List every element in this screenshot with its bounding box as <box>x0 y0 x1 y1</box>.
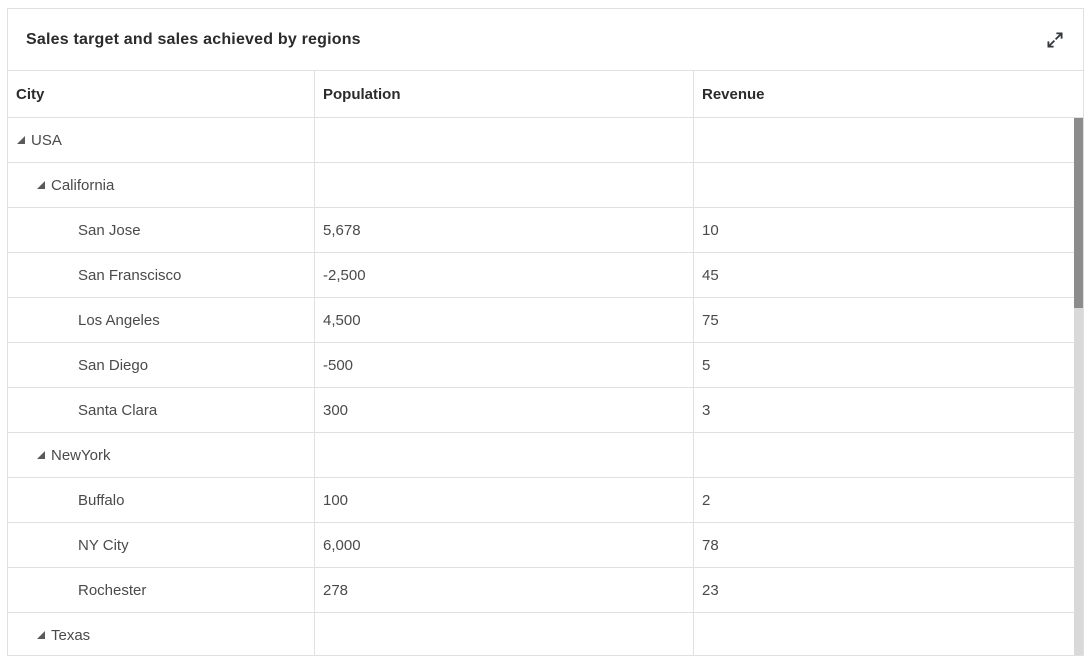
table-row[interactable]: NY City 6,000 78 <box>8 523 1083 568</box>
revenue-cell: 2 <box>702 491 711 509</box>
titlebar: Sales target and sales achieved by regio… <box>8 9 1083 71</box>
table-row[interactable]: San Jose 5,678 10 <box>8 208 1083 253</box>
population-cell: 300 <box>315 388 694 432</box>
city-cell: NewYork <box>8 433 315 477</box>
city-label: San Jose <box>78 221 141 239</box>
table-row[interactable]: California <box>8 163 1083 208</box>
city-cell: USA <box>8 118 315 162</box>
revenue-cell: 78 <box>702 536 719 554</box>
treegrid: City Population Revenue USA California San… <box>8 71 1083 655</box>
table-row[interactable]: USA <box>8 118 1083 163</box>
city-cell: San Jose <box>8 208 315 252</box>
city-label: California <box>51 176 115 194</box>
revenue-cell <box>694 118 1083 162</box>
city-cell: California <box>8 163 315 207</box>
collapse-icon[interactable] <box>17 136 25 144</box>
maximize-icon[interactable] <box>1043 28 1067 52</box>
city-label: Los Angeles <box>78 311 160 329</box>
population-cell <box>315 613 694 655</box>
collapse-triangle-icon <box>37 451 45 459</box>
diagonal-expand-arrows-icon <box>1047 32 1063 47</box>
revenue-cell: 23 <box>702 581 719 599</box>
city-label: San Franscisco <box>78 266 182 284</box>
city-label: NY City <box>78 536 129 554</box>
city-cell: San Diego <box>8 343 315 387</box>
vertical-scrollbar[interactable] <box>1074 118 1083 655</box>
table-row[interactable]: Rochester 278 23 <box>8 568 1083 613</box>
city-label: Buffalo <box>78 491 125 509</box>
column-header-population[interactable]: Population <box>315 71 694 117</box>
column-header-city[interactable]: City <box>8 71 315 117</box>
city-label: NewYork <box>51 446 111 464</box>
population-cell: 100 <box>315 478 694 522</box>
grid-body: USA California San Jose 5,678 10 San Franscis… <box>8 118 1083 655</box>
treegrid-card: Sales target and sales achieved by regio… <box>7 8 1084 656</box>
population-cell: 6,000 <box>315 523 694 567</box>
table-row[interactable]: NewYork <box>8 433 1083 478</box>
revenue-cell: 5 <box>702 356 711 374</box>
scrollbar-thumb[interactable] <box>1074 118 1083 308</box>
collapse-triangle-icon <box>17 136 25 144</box>
collapse-triangle-icon <box>37 631 45 639</box>
revenue-cell <box>694 163 1083 207</box>
column-header-revenue[interactable]: Revenue <box>702 85 765 103</box>
collapse-icon[interactable] <box>37 451 45 459</box>
city-cell: Santa Clara <box>8 388 315 432</box>
city-cell: Texas <box>8 613 315 655</box>
city-label: Texas <box>51 626 91 644</box>
widget-title: Sales target and sales achieved by regio… <box>26 30 361 48</box>
collapse-icon[interactable] <box>37 631 45 639</box>
collapse-icon[interactable] <box>37 181 45 189</box>
revenue-cell: 3 <box>702 401 711 419</box>
population-cell <box>315 433 694 477</box>
table-row[interactable]: San Franscisco -2,500 45 <box>8 253 1083 298</box>
collapse-triangle-icon <box>37 181 45 189</box>
revenue-cell: 45 <box>702 266 719 284</box>
population-cell: -2,500 <box>315 253 694 297</box>
table-row[interactable]: Santa Clara 300 3 <box>8 388 1083 433</box>
population-cell: 5,678 <box>315 208 694 252</box>
table-row[interactable]: Los Angeles 4,500 75 <box>8 298 1083 343</box>
city-cell: NY City <box>8 523 315 567</box>
city-label: Rochester <box>78 581 147 599</box>
city-label: USA <box>31 131 62 149</box>
city-cell: Buffalo <box>8 478 315 522</box>
population-cell: -500 <box>315 343 694 387</box>
city-cell: San Franscisco <box>8 253 315 297</box>
city-cell: Los Angeles <box>8 298 315 342</box>
revenue-cell <box>694 613 1083 655</box>
revenue-cell: 10 <box>702 221 719 239</box>
city-cell: Rochester <box>8 568 315 612</box>
table-row[interactable]: Texas <box>8 613 1083 655</box>
population-cell <box>315 163 694 207</box>
table-row[interactable]: Buffalo 100 2 <box>8 478 1083 523</box>
revenue-cell: 75 <box>702 311 719 329</box>
population-cell <box>315 118 694 162</box>
population-cell: 4,500 <box>315 298 694 342</box>
city-label: San Diego <box>78 356 149 374</box>
grid-header: City Population Revenue <box>8 71 1083 118</box>
population-cell: 278 <box>315 568 694 612</box>
revenue-cell <box>694 433 1083 477</box>
city-label: Santa Clara <box>78 401 158 419</box>
table-row[interactable]: San Diego -500 5 <box>8 343 1083 388</box>
